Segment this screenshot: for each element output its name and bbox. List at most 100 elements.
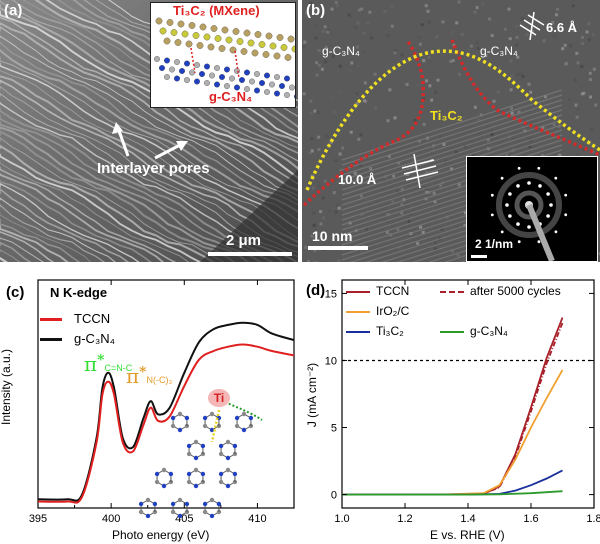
tem-noise-dot [425,247,429,250]
ring-atom [193,455,199,461]
tem-noise-dot [451,59,455,62]
gcn-atom [279,83,285,89]
plot-frame [37,279,295,509]
tem-noise-dot [439,52,443,56]
tem-noise-dot [392,174,396,178]
tem-noise-dot [564,62,568,66]
diffraction-spot [546,214,550,218]
tem-noise-dot [418,42,422,46]
tem-noise-dot [366,244,370,248]
tem-noise-dot [320,259,324,262]
mxene-atom [225,36,233,44]
tem-noise-dot [428,84,432,88]
series-line-tccn [37,343,295,504]
tem-noise-dot [456,254,460,257]
tem-noise-dot [490,133,494,137]
tem-noise-dot [396,228,400,232]
x-tick-label: 1.6 [523,513,538,525]
mxene-atom [192,32,200,39]
series-line-3 [342,469,563,496]
diffraction-spot [546,192,550,196]
tem-noise-dot [337,259,341,262]
tem-noise-dot [477,115,481,119]
tem-noise-dot [339,90,343,94]
tem-noise-dot [358,144,362,148]
ring-atom [154,471,160,477]
tem-noise-dot [467,49,471,53]
tem-noise-dot [457,0,461,4]
legend-d-iro2-line [346,311,370,313]
tem-noise-dot [442,142,446,146]
tem-noise-dot [360,213,364,217]
tem-noise-dot [438,134,441,138]
gcn-atom [249,78,255,85]
gcn-atom [234,84,240,91]
ring-atom [209,497,215,503]
gcn-atom [199,71,205,77]
lattice-fringe [341,124,563,196]
tem-noise-dot [568,98,572,102]
tem-noise-dot [318,185,322,189]
mxene-atom [262,51,270,58]
tem-noise-dot [413,118,417,122]
tem-noise-dot [473,105,477,109]
tem-noise-dot [575,51,579,55]
fft-scale-label: 2 1/nm [475,237,514,251]
sem-layer-line [0,130,236,262]
tem-noise-dot [435,219,439,223]
mxene-atom [280,44,288,51]
tem-noise-dot [515,43,519,47]
gcn-atom [209,72,215,79]
sem-layer-line [0,75,298,244]
diffraction-spot [554,230,558,234]
tem-noise-dot [368,144,372,148]
diffraction-spot [527,181,531,185]
x-tick-label: 1.4 [460,513,475,525]
gcn-left-label: g-C₃N₄ [322,44,360,58]
tem-noise-dot [555,33,558,37]
ring-atom [184,501,190,507]
pi-star-1: * [97,352,105,369]
ring-atom [209,411,215,417]
tem-noise-dot [390,4,394,8]
tem-noise-dot [439,184,443,188]
gcn-atom [184,77,190,83]
tem-noise-dot [316,98,320,102]
mxene-atom [221,26,229,34]
tem-noise-dot [585,30,589,34]
tem-noise-dot [557,125,561,128]
tem-noise-dot [542,39,546,43]
tem-noise-dot [335,203,339,207]
tem-noise-dot [313,261,317,262]
y-tick-label: 5 [331,423,337,435]
tem-noise-dot [350,61,354,65]
mxene-atom [207,43,215,51]
ring-atom [218,471,224,477]
tem-noise-dot [349,69,353,73]
tem-noise-dot [556,26,560,30]
mxene-atom [254,31,262,38]
tem-noise-dot [373,72,377,76]
tem-noise-dot [319,13,322,17]
tem-noise-dot [582,91,586,95]
sem-layer-line [0,0,298,162]
tem-noise-dot [486,138,490,142]
tem-noise-dot [400,187,404,191]
tem-noise-dot [425,79,428,83]
tem-noise-dot [588,142,592,146]
tem-noise-dot [573,78,577,82]
tem-noise-dot [393,51,397,55]
tem-noise-dot [457,184,461,188]
tem-noise-dot [428,20,431,24]
tem-noise-dot [505,154,509,157]
tem-noise-dot [362,31,366,35]
mxene-atom [236,38,244,45]
gcn-atom [224,66,230,73]
mxene-structure-inset: Ti₃C₂ (MXene) g-C₃N₄ [150,2,298,108]
tem-noise-dot [510,138,514,141]
pi-sub-1: C=N-C [104,363,133,373]
ring-atom [225,467,231,473]
pores-arrows [112,122,188,160]
sem-layer-line [0,48,298,213]
panel-b-hrtem-image: (b) g-C₃N₄ g-C₃N₄ Ti₃C₂ 6.6 Å 10.0 Å 10 … [302,0,600,262]
